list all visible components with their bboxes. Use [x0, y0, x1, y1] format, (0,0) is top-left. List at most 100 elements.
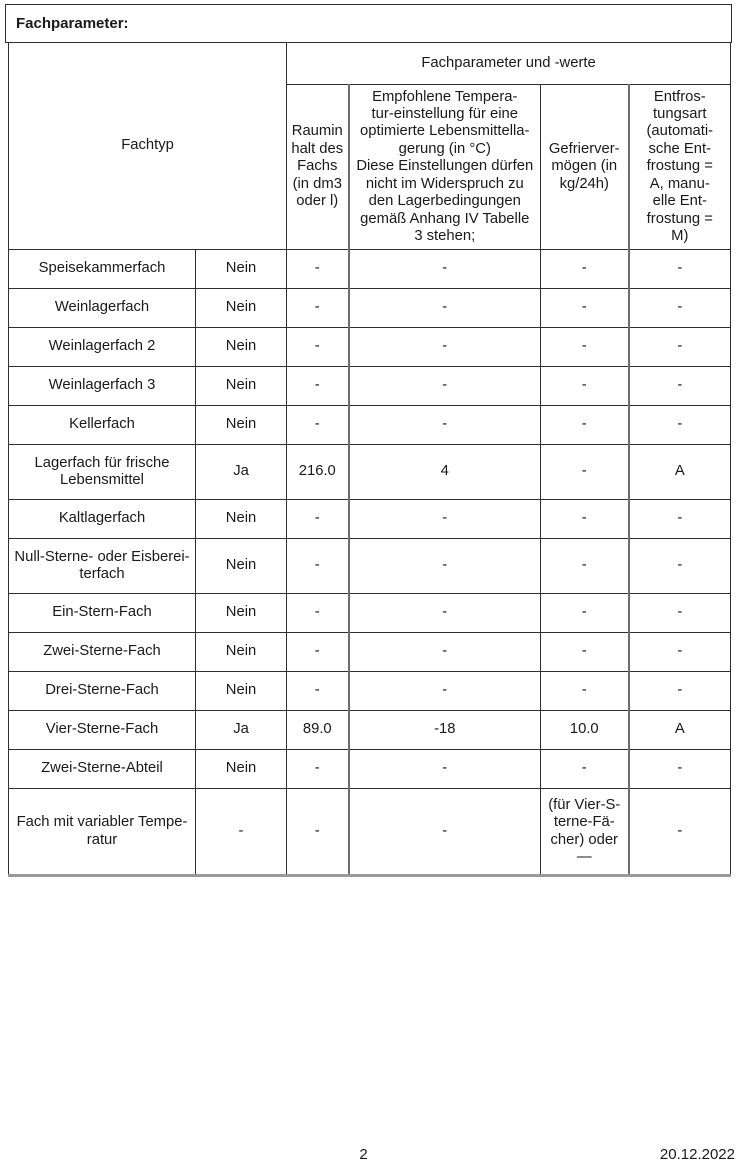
group-header: Fachparameter und -werte [286, 42, 732, 85]
cell-gefriervermoegen: (für Vier-S- terne-Fä- cher) oder — [540, 788, 630, 876]
cell-gefriervermoegen: - [540, 249, 630, 289]
cell-entfrostung: - [627, 366, 732, 406]
cell-rauminhalt: - [286, 249, 350, 289]
cell-gefriervermoegen: - [540, 444, 630, 500]
footer-date: 20.12.2022 [659, 1146, 735, 1163]
cell-vorhanden: Nein [194, 366, 288, 406]
cell-temperatur: - [347, 366, 542, 406]
cell-rauminhalt: - [286, 671, 350, 711]
fachparameter-table: Fachtyp Fachparameter und -werte Raumin … [7, 42, 732, 877]
cell-rauminhalt: - [286, 632, 350, 672]
cell-rauminhalt: - [286, 538, 350, 594]
cell-entfrostung: A [627, 444, 732, 500]
table-row: Drei-Sterne-Fach Nein - - - - [8, 671, 732, 711]
cell-gefriervermoegen: - [540, 288, 630, 328]
cell-vorhanden: Ja [194, 710, 288, 750]
page-number: 2 [359, 1146, 368, 1163]
cell-rauminhalt: 89.0 [286, 710, 350, 750]
cell-rauminhalt: - [286, 288, 350, 328]
cell-rauminhalt: - [286, 749, 350, 789]
column-header-fachtyp: Fachtyp [7, 42, 288, 250]
column-header-temperatur: Empfohlene Tempera- tur-einstellung für … [347, 84, 542, 250]
table-row: Kaltlagerfach Nein - - - - [8, 499, 732, 539]
section-title: Fachparameter: [5, 4, 732, 43]
cell-entfrostung: - [627, 593, 732, 633]
cell-fachtyp: Weinlagerfach [8, 288, 196, 328]
column-header-gefriervermoegen: Gefrierver- mögen (in kg/24h) [540, 84, 630, 250]
cell-fachtyp: Fach mit variabler Tempe- ratur [8, 788, 196, 876]
cell-vorhanden: Nein [194, 749, 288, 789]
cell-vorhanden: Nein [194, 249, 288, 289]
cell-entfrostung: - [627, 249, 732, 289]
column-header-rauminhalt: Raumin halt des Fachs (in dm3 oder l) [286, 84, 350, 250]
cell-gefriervermoegen: 10.0 [540, 710, 630, 750]
column-header-entfrostung: Entfros- tungsart (automati- sche Ent- f… [627, 84, 732, 250]
cell-fachtyp: Zwei-Sterne-Abteil [8, 749, 196, 789]
cell-gefriervermoegen: - [540, 538, 630, 594]
cell-gefriervermoegen: - [540, 593, 630, 633]
cell-gefriervermoegen: - [540, 671, 630, 711]
cell-temperatur: - [347, 327, 542, 367]
cell-fachtyp: Lagerfach für frische Lebensmittel [8, 444, 196, 500]
cell-vorhanden: Nein [194, 671, 288, 711]
cell-vorhanden: Ja [194, 444, 288, 500]
cell-fachtyp: Null-Sterne- oder Eisberei- terfach [8, 538, 196, 594]
cell-temperatur: - [347, 749, 542, 789]
cell-vorhanden: Nein [194, 327, 288, 367]
cell-entfrostung: - [627, 327, 732, 367]
cell-fachtyp: Ein-Stern-Fach [8, 593, 196, 633]
cell-temperatur: - [347, 249, 542, 289]
cell-temperatur: - [347, 288, 542, 328]
cell-gefriervermoegen: - [540, 632, 630, 672]
cell-rauminhalt: 216.0 [286, 444, 350, 500]
cell-rauminhalt: - [286, 788, 350, 876]
section-title-text: Fachparameter: [16, 15, 129, 32]
cell-rauminhalt: - [286, 499, 350, 539]
cell-gefriervermoegen: - [540, 405, 630, 445]
cell-temperatur: -18 [347, 710, 542, 750]
table-row: Vier-Sterne-Fach Ja 89.0 -18 10.0 A [8, 710, 732, 750]
table-row: Zwei-Sterne-Fach Nein - - - - [8, 632, 732, 672]
cell-temperatur: - [347, 788, 542, 876]
cell-vorhanden: Nein [194, 632, 288, 672]
page-footer: 2 20.12.2022 [0, 1146, 750, 1166]
table-row: Speisekammerfach Nein - - - - [8, 249, 732, 289]
cell-vorhanden: - [194, 788, 288, 876]
cell-temperatur: 4 [347, 444, 542, 500]
table-row: Weinlagerfach Nein - - - - [8, 288, 732, 328]
cell-entfrostung: - [627, 499, 732, 539]
cell-gefriervermoegen: - [540, 749, 630, 789]
cell-gefriervermoegen: - [540, 499, 630, 539]
table-row: Ein-Stern-Fach Nein - - - - [8, 593, 732, 633]
table-row: Kellerfach Nein - - - - [8, 405, 732, 445]
cell-rauminhalt: - [286, 405, 350, 445]
cell-entfrostung: - [627, 632, 732, 672]
cell-vorhanden: Nein [194, 499, 288, 539]
cell-gefriervermoegen: - [540, 327, 630, 367]
column-header-row: Raumin halt des Fachs (in dm3 oder l) Em… [9, 84, 732, 250]
cell-temperatur: - [347, 632, 542, 672]
group-header-row: Fachtyp Fachparameter und -werte [7, 42, 732, 250]
cell-entfrostung: - [627, 288, 732, 328]
cell-temperatur: - [347, 499, 542, 539]
cell-vorhanden: Nein [194, 538, 288, 594]
table-row: Weinlagerfach 3 Nein - - - - [8, 366, 732, 406]
cell-fachtyp: Kaltlagerfach [8, 499, 196, 539]
cell-vorhanden: Nein [194, 405, 288, 445]
cell-temperatur: - [347, 593, 542, 633]
cell-rauminhalt: - [286, 593, 350, 633]
table-row: Zwei-Sterne-Abteil Nein - - - - [8, 749, 732, 789]
cell-fachtyp: Kellerfach [8, 405, 196, 445]
cell-fachtyp: Weinlagerfach 3 [8, 366, 196, 406]
table-row: Lagerfach für frische Lebensmittel Ja 216.… [8, 444, 732, 500]
cell-entfrostung: - [627, 538, 732, 594]
cell-fachtyp: Speisekammerfach [8, 249, 196, 289]
table-body: Speisekammerfach Nein - - - - Weinlagerfach Nei… [8, 249, 732, 876]
table-row: Null-Sterne- oder Eisberei- terfach Nein -… [8, 538, 732, 594]
cell-entfrostung: A [627, 710, 732, 750]
cell-temperatur: - [347, 538, 542, 594]
cell-fachtyp: Zwei-Sterne-Fach [8, 632, 196, 672]
cell-vorhanden: Nein [194, 288, 288, 328]
cell-entfrostung: - [627, 749, 732, 789]
